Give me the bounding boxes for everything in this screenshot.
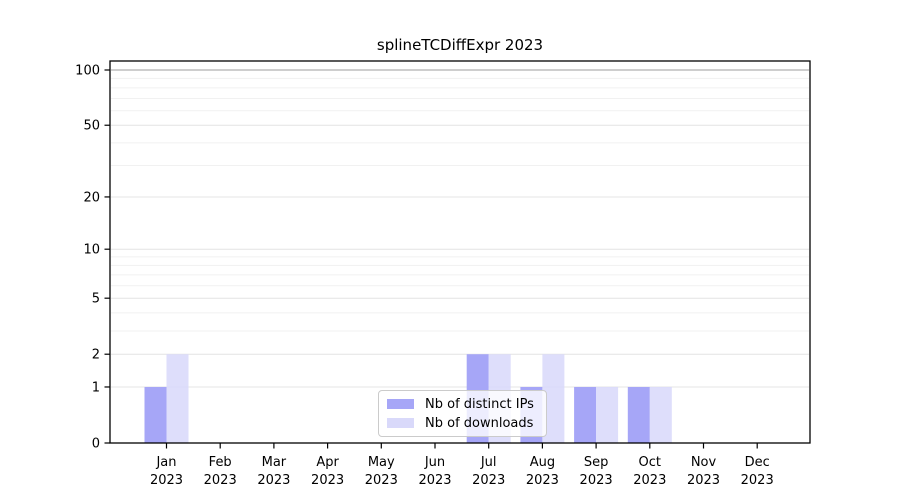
plot-border <box>109 60 811 444</box>
x-tick-label-year: 2023 <box>150 473 183 488</box>
x-tick-label-year: 2023 <box>472 473 505 488</box>
x-tick-label-month: Dec <box>745 455 770 470</box>
x-tick-label-year: 2023 <box>418 473 451 488</box>
x-tick-label-month: Feb <box>209 455 232 470</box>
bar-distinct-ips <box>627 386 650 443</box>
bar-downloads <box>166 354 189 443</box>
x-tick-label-year: 2023 <box>311 473 344 488</box>
x-tick-label-year: 2023 <box>257 473 290 488</box>
y-tick-label: 0 <box>92 437 100 452</box>
legend: Nb of distinct IPs Nb of downloads <box>378 390 547 437</box>
y-tick-label: 10 <box>83 243 100 258</box>
x-tick-label-month: Jul <box>480 455 497 470</box>
y-tick-label: 1 <box>92 380 100 395</box>
bar-downloads <box>596 386 619 443</box>
x-tick-label-year: 2023 <box>741 473 774 488</box>
legend-label-distinct-ips: Nb of distinct IPs <box>425 396 534 412</box>
x-tick-label-year: 2023 <box>204 473 237 488</box>
x-tick-label-month: May <box>368 455 395 470</box>
legend-label-downloads: Nb of downloads <box>425 415 534 431</box>
x-tick-label-month: Apr <box>316 455 339 470</box>
legend-item-distinct-ips: Nb of distinct IPs <box>387 397 538 412</box>
bar-distinct-ips <box>144 386 167 443</box>
y-tick-label: 5 <box>92 292 100 307</box>
y-tick-label: 100 <box>75 64 100 79</box>
x-tick-label-year: 2023 <box>526 473 559 488</box>
x-tick-label-month: Sep <box>584 455 609 470</box>
y-tick-label: 50 <box>83 119 100 134</box>
x-tick-label-month: Jan <box>155 455 176 470</box>
x-tick-label-year: 2023 <box>687 473 720 488</box>
x-tick-label-year: 2023 <box>580 473 613 488</box>
bar-downloads <box>649 386 672 443</box>
bar-distinct-ips <box>574 386 597 443</box>
x-tick-label-year: 2023 <box>633 473 666 488</box>
y-tick-label: 2 <box>92 348 100 363</box>
legend-item-downloads: Nb of downloads <box>387 416 538 431</box>
x-tick-label-month: Nov <box>691 455 717 470</box>
x-tick-label-month: Mar <box>262 455 287 470</box>
bar-downloads <box>542 354 565 443</box>
x-tick-label-month: Aug <box>530 455 555 470</box>
chart-title: splineTCDiffExpr 2023 <box>376 36 544 54</box>
y-tick-label: 20 <box>83 190 100 205</box>
legend-swatch-0 <box>387 399 414 409</box>
x-tick-label-month: Oct <box>639 455 661 470</box>
x-tick-label-month: Jun <box>424 455 445 470</box>
legend-swatch-1 <box>387 418 414 428</box>
x-tick-label-year: 2023 <box>365 473 398 488</box>
